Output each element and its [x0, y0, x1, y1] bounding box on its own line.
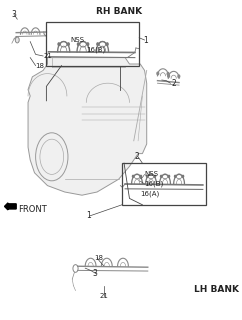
Circle shape — [182, 175, 184, 177]
Circle shape — [174, 175, 176, 177]
Text: FRONT: FRONT — [18, 205, 47, 214]
Bar — [122, 163, 206, 205]
Circle shape — [106, 43, 108, 45]
Text: NSS: NSS — [70, 37, 84, 43]
Circle shape — [68, 43, 69, 45]
Text: 21: 21 — [99, 293, 108, 299]
Text: 16(A): 16(A) — [140, 190, 159, 197]
Text: 3: 3 — [93, 269, 98, 278]
Bar — [46, 22, 139, 66]
Circle shape — [140, 175, 142, 177]
Text: 21: 21 — [43, 53, 52, 59]
Text: 1: 1 — [86, 212, 91, 220]
Circle shape — [154, 175, 156, 177]
Circle shape — [160, 175, 162, 177]
Text: 18: 18 — [36, 63, 45, 68]
Circle shape — [178, 75, 180, 77]
Circle shape — [77, 43, 79, 45]
Text: RH BANK: RH BANK — [96, 7, 142, 16]
Circle shape — [97, 43, 98, 45]
Circle shape — [168, 75, 169, 77]
Circle shape — [132, 175, 134, 177]
Polygon shape — [28, 58, 147, 195]
Text: 16(B): 16(B) — [86, 46, 106, 53]
Text: 2: 2 — [135, 152, 140, 161]
Circle shape — [167, 72, 169, 75]
Circle shape — [146, 175, 148, 177]
Text: 2: 2 — [172, 79, 176, 88]
Text: 18: 18 — [94, 255, 103, 260]
Circle shape — [157, 72, 159, 75]
Text: 16(B): 16(B) — [144, 181, 164, 187]
Circle shape — [87, 43, 89, 45]
Text: 3: 3 — [12, 10, 17, 19]
Circle shape — [58, 43, 60, 45]
Text: NSS: NSS — [144, 172, 159, 177]
Text: LH BANK: LH BANK — [194, 285, 239, 294]
Circle shape — [168, 175, 170, 177]
FancyArrow shape — [5, 203, 16, 210]
Text: 1: 1 — [144, 36, 148, 44]
